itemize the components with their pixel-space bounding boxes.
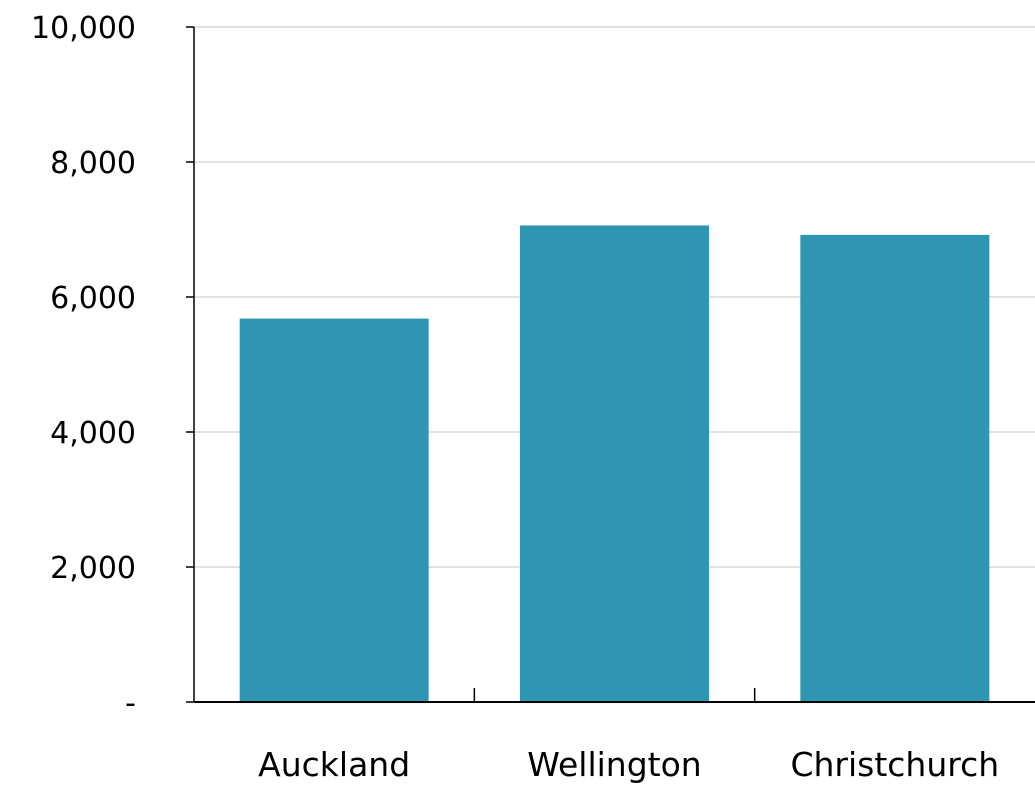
- x-tick-label: Christchurch: [790, 745, 999, 784]
- bar-wellington: [520, 225, 709, 702]
- bar-auckland: [239, 318, 429, 702]
- x-axis-ticks: Auckland Wellington Christchurch: [258, 688, 999, 784]
- y-axis-ticks: - 2,000 4,000 6,000 8,000 10,000: [31, 11, 194, 721]
- y-tick-label: 2,000: [50, 551, 136, 586]
- y-tick-label: 8,000: [50, 146, 136, 181]
- axes: [193, 27, 1035, 703]
- y-tick-label: 4,000: [50, 416, 136, 451]
- bar-christchurch: [800, 234, 990, 702]
- bars: [239, 225, 990, 702]
- y-tick-label: 10,000: [31, 11, 136, 46]
- x-tick-label: Wellington: [527, 745, 701, 784]
- y-tick-label: 6,000: [50, 281, 136, 316]
- y-tick-label: -: [125, 686, 136, 721]
- x-tick-label: Auckland: [258, 745, 410, 784]
